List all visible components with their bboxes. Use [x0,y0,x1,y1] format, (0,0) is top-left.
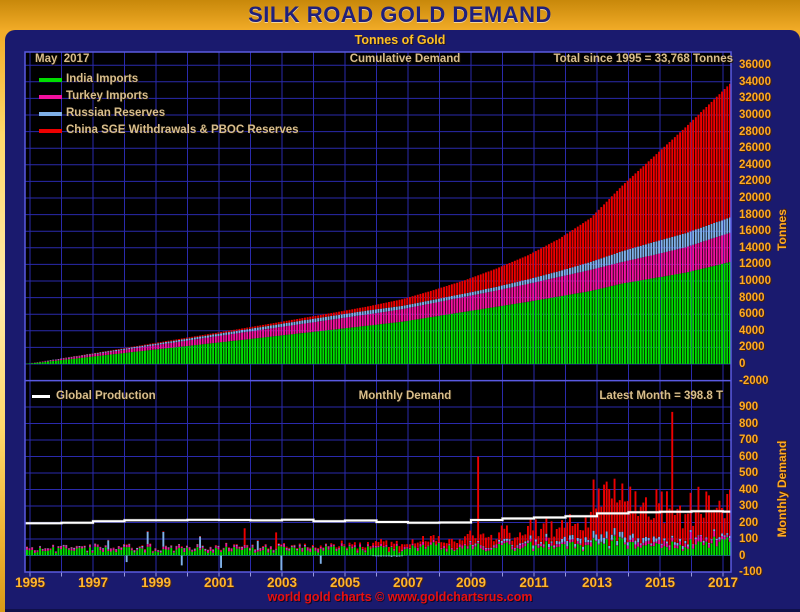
china-legend-swatch [39,129,62,133]
x-tick-label: 2017 [707,575,739,590]
x-tick-label: 2007 [392,575,424,590]
bottom-y-tick-label: -100 [739,566,763,578]
top-y-tick-label: -2000 [739,374,769,387]
as-of-date-label: May 2017 [35,53,90,65]
page-title: SILK ROAD GOLD DEMAND [248,2,552,27]
top-y-tick-label: 28000 [739,125,771,138]
top-y-tick-label: 4000 [739,324,765,337]
legend-label-china: China SGE Withdrawals & PBOC Reserves [66,124,299,136]
x-tick-label: 1999 [140,575,172,590]
top-y-tick-label: 8000 [739,291,765,304]
x-tick-label: 2003 [266,575,298,590]
production-legend-swatch [32,395,50,398]
top-y-tick-label: 26000 [739,142,771,155]
legend-label-russia: Russian Reserves [66,107,166,119]
top-y-tick-label: 14000 [739,241,771,254]
top-y-tick-label: 30000 [739,109,771,121]
bottom-y-tick-label: 900 [739,401,759,413]
x-tick-label: 1995 [14,575,46,590]
bottom-y-tick-label: 0 [739,549,746,562]
x-tick-label: 2015 [644,575,676,590]
top-y-tick-label: 6000 [739,308,765,321]
x-tick-label: 2009 [455,575,487,590]
bottom-y-tick-label: 200 [739,516,759,529]
latest-month-label: Latest Month = 398.8 T [599,390,723,402]
x-tick-label: 2001 [203,575,235,590]
top-y-tick-label: 20000 [739,192,771,204]
x-tick-label: 1997 [77,575,109,590]
bottom-y-tick-label: 800 [739,417,759,430]
top-y-tick-label: 32000 [739,92,771,105]
legend-label-production: Global Production [56,390,156,402]
top-y-tick-label: 22000 [739,175,771,188]
top-y-tick-label: 0 [739,358,746,370]
total-since-label: Total since 1995 = 33,768 Tonnes [553,53,733,65]
x-tick-label: 2005 [329,575,361,590]
top-y-tick-label: 10000 [739,275,771,287]
bottom-y-tick-label: 700 [739,434,759,446]
bottom-y-tick-label: 500 [739,467,759,479]
bottom-y-tick-label: 400 [739,483,759,496]
bottom-y-tick-label: 600 [739,450,759,463]
bottom-y-tick-label: 100 [739,533,759,545]
top-y-tick-label: 36000 [739,59,771,72]
legend-label-india: India Imports [66,73,139,85]
legend-label-turkey: Turkey Imports [66,90,149,102]
top-y-tick-label: 24000 [739,158,771,171]
bottom-chart-title: Monthly Demand [358,390,452,402]
top-y-tick-label: 2000 [739,341,765,354]
india-legend-swatch [39,78,62,82]
top-y-tick-label: 18000 [739,208,771,221]
title-bar: SILK ROAD GOLD DEMAND [0,0,800,30]
russia-legend-swatch [39,112,62,116]
top-y-tick-label: 16000 [739,225,771,238]
top-chart-title: Cumulative Demand [349,53,461,65]
turkey-legend-swatch [39,95,62,99]
bottom-y-tick-label: 300 [739,500,759,512]
top-y-tick-label: 34000 [739,75,771,88]
x-tick-label: 2011 [519,575,549,590]
top-y-tick-label: 12000 [739,258,771,271]
chart-subtitle: Tonnes of Gold [354,33,446,47]
x-tick-label: 2013 [581,575,613,590]
watermark-footer: world gold charts © www.goldchartsrus.co… [267,590,533,604]
